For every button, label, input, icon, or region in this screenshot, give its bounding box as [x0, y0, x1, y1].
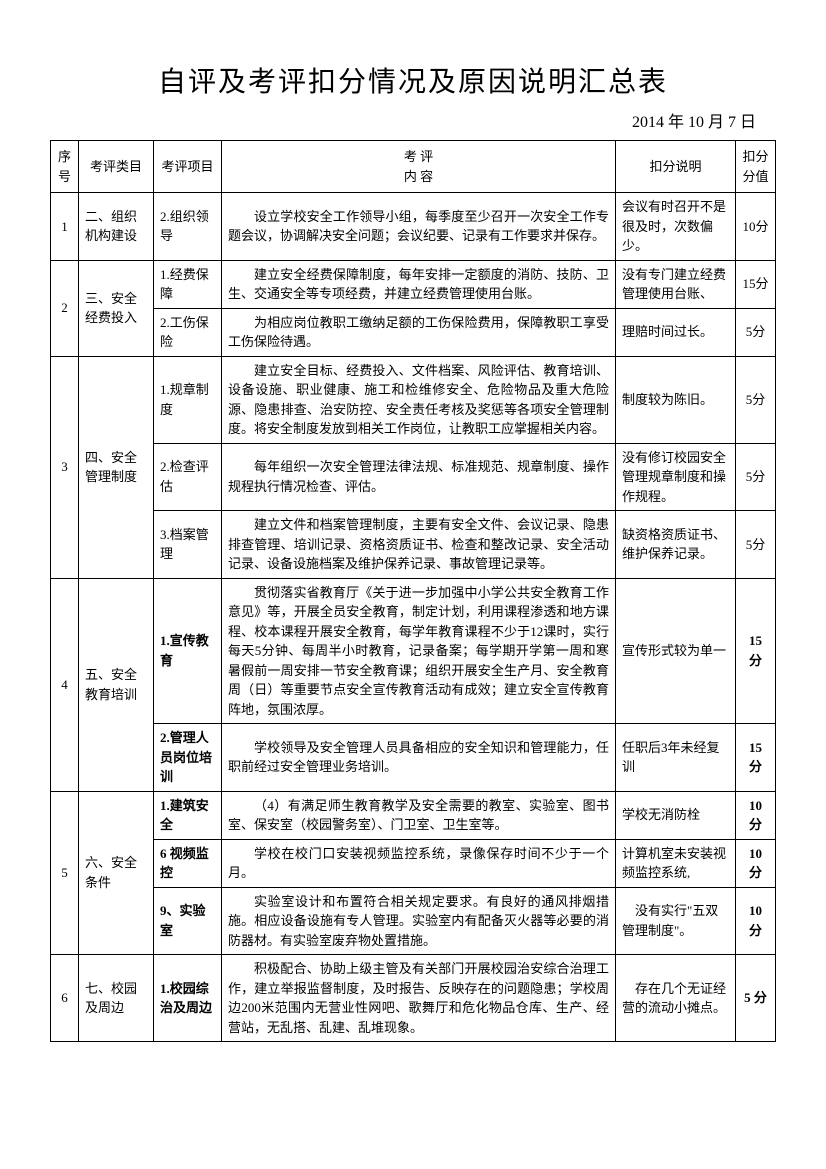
cell-reason: 宣传形式较为单一 [616, 578, 736, 724]
cell-reason: 任职后3年未经复训 [616, 724, 736, 792]
cell-reason: 制度较为陈旧。 [616, 356, 736, 443]
header-content: 考 评 内 容 [222, 141, 616, 193]
cell-score: 15 分 [736, 578, 776, 724]
cell-reason: 没有修订校园安全管理规章制度和操作规程。 [616, 443, 736, 511]
cell-item: 9、实验室 [154, 887, 222, 955]
table-row: 5六、安全条件1.建筑安全（4）有满足师生教育教学及安全需要的教室、实验室、图书… [51, 791, 776, 839]
cell-reason: 存在几个无证经营的流动小摊点。 [616, 955, 736, 1042]
header-seq: 序号 [51, 141, 79, 193]
cell-seq: 4 [51, 578, 79, 791]
cell-content: 每年组织一次安全管理法律法规、标准规范、规章制度、操作规程执行情况检查、评估。 [222, 443, 616, 511]
cell-content: 学校领导及安全管理人员具备相应的安全知识和管理能力，任职前经过安全管理业务培训。 [222, 724, 616, 792]
cell-item: 3.档案管理 [154, 511, 222, 579]
cell-item: 2.组织领导 [154, 193, 222, 261]
cell-category: 五、安全 教育培训 [79, 578, 154, 791]
cell-item: 6 视频监控 [154, 839, 222, 887]
cell-item: 2.工伤保险 [154, 308, 222, 356]
cell-score: 5 分 [736, 955, 776, 1042]
cell-seq: 6 [51, 955, 79, 1042]
cell-reason: 没有实行"五双管理制度"。 [616, 887, 736, 955]
cell-content: 建立文件和档案管理制度，主要有安全文件、会议记录、隐患排查管理、培训记录、资格资… [222, 511, 616, 579]
cell-score: 10 分 [736, 791, 776, 839]
cell-content: 实验室设计和布置符合相关规定要求。有良好的通风排烟措施。相应设备设施有专人管理。… [222, 887, 616, 955]
evaluation-table: 序号 考评类目 考评项目 考 评 内 容 扣分说明 扣分分值 1二、组织机构建设… [50, 140, 776, 1042]
cell-score: 5分 [736, 356, 776, 443]
cell-content: 为相应岗位教职工缴纳足额的工伤保险费用，保障教职工享受工伤保险待遇。 [222, 308, 616, 356]
cell-content: 建立安全经费保障制度，每年安排一定额度的消防、技防、卫生、交通安全等专项经费，并… [222, 260, 616, 308]
cell-item: 1.经费保障 [154, 260, 222, 308]
cell-item: 1.宣传教育 [154, 578, 222, 724]
cell-item: 1.校园综治及周边 [154, 955, 222, 1042]
table-row: 6七、校园及周边1.校园综治及周边积极配合、协助上级主管及有关部门开展校园治安综… [51, 955, 776, 1042]
table-row: 2.管理人员岗位培训学校领导及安全管理人员具备相应的安全知识和管理能力，任职前经… [51, 724, 776, 792]
cell-category: 二、组织机构建设 [79, 193, 154, 261]
cell-score: 5分 [736, 308, 776, 356]
page-title: 自评及考评扣分情况及原因说明汇总表 [50, 60, 776, 100]
cell-category: 三、安全经费投入 [79, 260, 154, 356]
cell-score: 5分 [736, 443, 776, 511]
cell-item: 2.检查评估 [154, 443, 222, 511]
table-row: 2三、安全经费投入1.经费保障建立安全经费保障制度，每年安排一定额度的消防、技防… [51, 260, 776, 308]
table-row: 6 视频监控学校在校门口安装视频监控系统，录像保存时间不少于一个月。计算机室未安… [51, 839, 776, 887]
table-row: 3.档案管理建立文件和档案管理制度，主要有安全文件、会议记录、隐患排查管理、培训… [51, 511, 776, 579]
header-score: 扣分分值 [736, 141, 776, 193]
table-row: 2.工伤保险为相应岗位教职工缴纳足额的工伤保险费用，保障教职工享受工伤保险待遇。… [51, 308, 776, 356]
cell-content: 设立学校安全工作领导小组，每季度至少召开一次安全工作专题会议，协调解决安全问题；… [222, 193, 616, 261]
table-row: 1二、组织机构建设2.组织领导设立学校安全工作领导小组，每季度至少召开一次安全工… [51, 193, 776, 261]
cell-item: 2.管理人员岗位培训 [154, 724, 222, 792]
cell-score: 5分 [736, 511, 776, 579]
cell-category: 六、安全条件 [79, 791, 154, 955]
cell-content: 贯彻落实省教育厅《关于进一步加强中小学公共安全教育工作意见》等，开展全员安全教育… [222, 578, 616, 724]
cell-seq: 5 [51, 791, 79, 955]
cell-reason: 没有专门建立经费管理使用台账、 [616, 260, 736, 308]
cell-seq: 3 [51, 356, 79, 578]
cell-item: 1.建筑安全 [154, 791, 222, 839]
cell-score: 15分 [736, 260, 776, 308]
cell-score: 10分 [736, 193, 776, 261]
cell-content: （4）有满足师生教育教学及安全需要的教室、实验室、图书室、保安室（校园警务室）、… [222, 791, 616, 839]
table-row: 2.检查评估每年组织一次安全管理法律法规、标准规范、规章制度、操作规程执行情况检… [51, 443, 776, 511]
table-row: 3四、安全管理制度1.规章制度建立安全目标、经费投入、文件档案、风险评估、教育培… [51, 356, 776, 443]
cell-item: 1.规章制度 [154, 356, 222, 443]
cell-reason: 会议有时召开不是很及时，次数偏少。 [616, 193, 736, 261]
header-cat: 考评类目 [79, 141, 154, 193]
cell-content: 积极配合、协助上级主管及有关部门开展校园治安综合治理工作，建立举报监督制度，及时… [222, 955, 616, 1042]
cell-reason: 计算机室未安装视频监控系统, [616, 839, 736, 887]
cell-score: 10 分 [736, 887, 776, 955]
cell-seq: 2 [51, 260, 79, 356]
cell-content: 学校在校门口安装视频监控系统，录像保存时间不少于一个月。 [222, 839, 616, 887]
table-row: 4五、安全 教育培训1.宣传教育贯彻落实省教育厅《关于进一步加强中小学公共安全教… [51, 578, 776, 724]
cell-score: 10 分 [736, 839, 776, 887]
table-header-row: 序号 考评类目 考评项目 考 评 内 容 扣分说明 扣分分值 [51, 141, 776, 193]
header-reason: 扣分说明 [616, 141, 736, 193]
cell-seq: 1 [51, 193, 79, 261]
cell-content: 建立安全目标、经费投入、文件档案、风险评估、教育培训、设备设施、职业健康、施工和… [222, 356, 616, 443]
document-date: 2014 年 10 月 7 日 [50, 108, 776, 132]
cell-reason: 缺资格资质证书、维护保养记录。 [616, 511, 736, 579]
header-item: 考评项目 [154, 141, 222, 193]
cell-score: 15 分 [736, 724, 776, 792]
cell-category: 四、安全管理制度 [79, 356, 154, 578]
cell-reason: 学校无消防栓 [616, 791, 736, 839]
table-row: 9、实验室实验室设计和布置符合相关规定要求。有良好的通风排烟措施。相应设备设施有… [51, 887, 776, 955]
cell-reason: 理赔时间过长。 [616, 308, 736, 356]
cell-category: 七、校园及周边 [79, 955, 154, 1042]
